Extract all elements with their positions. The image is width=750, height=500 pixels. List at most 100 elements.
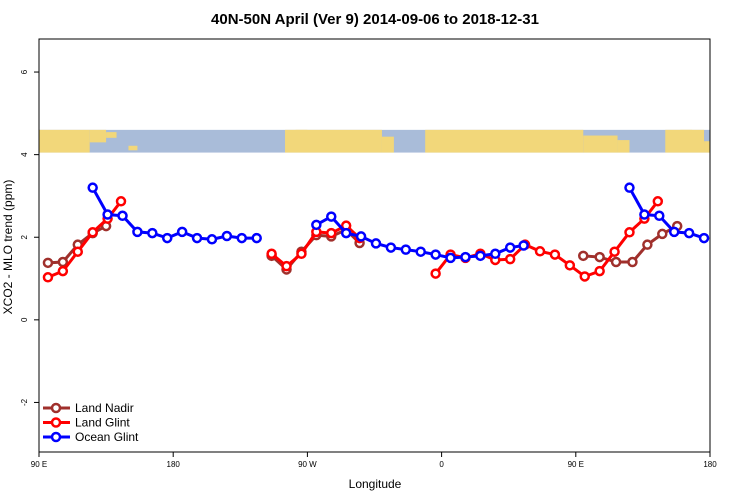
- data-point-land-nadir: [627, 256, 638, 268]
- map-land-area: [704, 141, 710, 153]
- data-point-land-glint: [534, 246, 546, 257]
- data-point-ocean-glint: [117, 210, 128, 222]
- data-point-ocean-glint: [624, 182, 635, 193]
- data-point-ocean-glint: [355, 231, 367, 242]
- data-point-ocean-glint: [430, 249, 441, 260]
- map-land-area: [583, 135, 618, 153]
- data-point-ocean-glint: [206, 234, 218, 245]
- data-point-ocean-glint: [251, 232, 262, 244]
- y-axis: -2 0 2 4 6: [20, 69, 39, 406]
- y-tick-label: 0: [20, 317, 29, 322]
- data-point-ocean-glint: [518, 240, 529, 251]
- series-land-glint: [42, 196, 664, 283]
- data-point-ocean-glint: [191, 232, 203, 244]
- data-point-land-glint: [564, 260, 576, 271]
- x-tick-label: 180: [167, 460, 181, 469]
- data-point-land-nadir: [657, 228, 668, 240]
- data-point-land-nadir: [642, 239, 653, 250]
- x-tick-label: 180: [703, 460, 717, 469]
- y-tick-label: 4: [20, 152, 29, 157]
- data-point-land-glint: [57, 265, 69, 277]
- series-layer: [42, 182, 710, 283]
- map-land-area: [295, 129, 308, 139]
- plot-frame: [38, 38, 711, 453]
- chart-title: 40N-50N April (Ver 9) 2014-09-06 to 2018…: [211, 11, 539, 28]
- data-point-ocean-glint: [385, 242, 397, 253]
- data-point-land-nadir: [578, 250, 589, 262]
- series-line-land-glint: [434, 200, 659, 279]
- data-point-ocean-glint: [236, 232, 248, 244]
- x-axis-title: Longitude: [349, 477, 402, 491]
- map-land-area: [665, 129, 705, 153]
- map-land-area: [617, 140, 630, 153]
- data-point-ocean-glint: [668, 226, 680, 238]
- map-land-area: [285, 129, 382, 153]
- data-point-land-nadir: [594, 251, 605, 263]
- map-land-area: [89, 129, 107, 143]
- map-land-area: [425, 129, 584, 153]
- legend-item-land-glint: Land Glint: [43, 416, 130, 430]
- legend-label: Land Glint: [75, 416, 130, 430]
- x-tick-label: 90 E: [31, 460, 47, 469]
- data-point-land-glint: [594, 265, 605, 277]
- x-axis: 90 E 180 90 W 0 90 E 180: [31, 452, 717, 469]
- y-tick-label: -2: [20, 398, 29, 406]
- data-point-land-glint: [549, 249, 561, 260]
- map-land-area: [680, 129, 693, 141]
- data-point-ocean-glint: [698, 232, 710, 244]
- map-land-area: [128, 145, 138, 151]
- data-point-land-glint: [624, 227, 635, 238]
- data-point-ocean-glint: [654, 210, 665, 222]
- data-point-land-glint: [504, 253, 516, 265]
- data-point-land-glint: [115, 196, 127, 207]
- data-point-ocean-glint: [340, 227, 352, 239]
- data-point-ocean-glint: [475, 250, 486, 262]
- data-point-land-glint: [430, 268, 441, 279]
- data-point-ocean-glint: [147, 227, 158, 239]
- series-ocean-glint: [87, 182, 710, 264]
- data-point-ocean-glint: [639, 209, 650, 220]
- map-land-area: [381, 136, 394, 153]
- data-point-ocean-glint: [504, 242, 516, 253]
- data-point-land-nadir: [42, 257, 54, 269]
- data-point-land-glint: [326, 227, 337, 239]
- data-point-land-glint: [609, 246, 620, 257]
- y-tick-label: 6: [20, 69, 29, 74]
- legend-label: Ocean Glint: [75, 430, 139, 444]
- legend-item-ocean-glint: Ocean Glint: [43, 430, 139, 444]
- data-point-land-glint: [296, 248, 307, 260]
- data-point-land-glint: [42, 272, 54, 283]
- legend-swatch-marker: [50, 431, 62, 443]
- data-point-land-glint: [281, 260, 292, 272]
- y-axis-title: XCO2 - MLO trend (ppm): [1, 180, 15, 315]
- data-point-ocean-glint: [415, 246, 426, 257]
- x-tick-label: 90 E: [568, 460, 584, 469]
- data-point-ocean-glint: [221, 230, 233, 242]
- world-map-strip: [39, 129, 710, 153]
- data-point-land-glint: [87, 227, 98, 238]
- data-point-ocean-glint: [176, 226, 188, 238]
- data-point-land-glint: [579, 271, 590, 282]
- data-point-ocean-glint: [683, 227, 695, 239]
- data-point-land-glint: [266, 248, 277, 260]
- y-tick-label: 2: [20, 234, 29, 239]
- legend-item-land-nadir: Land Nadir: [43, 401, 134, 415]
- data-point-land-glint: [652, 196, 664, 207]
- data-point-ocean-glint: [370, 238, 382, 249]
- data-point-land-nadir: [610, 256, 622, 268]
- x-tick-label: 0: [439, 460, 444, 469]
- legend-label: Land Nadir: [75, 401, 134, 415]
- legend-swatch-marker: [50, 417, 62, 428]
- data-point-ocean-glint: [460, 251, 471, 263]
- legend-swatch-marker: [50, 402, 62, 414]
- data-point-ocean-glint: [311, 219, 322, 231]
- data-point-land-nadir: [57, 256, 69, 268]
- data-point-ocean-glint: [490, 248, 501, 260]
- data-point-ocean-glint: [87, 182, 98, 193]
- map-land-area: [106, 132, 117, 138]
- data-point-land-glint: [72, 246, 84, 257]
- data-point-ocean-glint: [161, 232, 173, 244]
- map-land-area: [39, 129, 90, 153]
